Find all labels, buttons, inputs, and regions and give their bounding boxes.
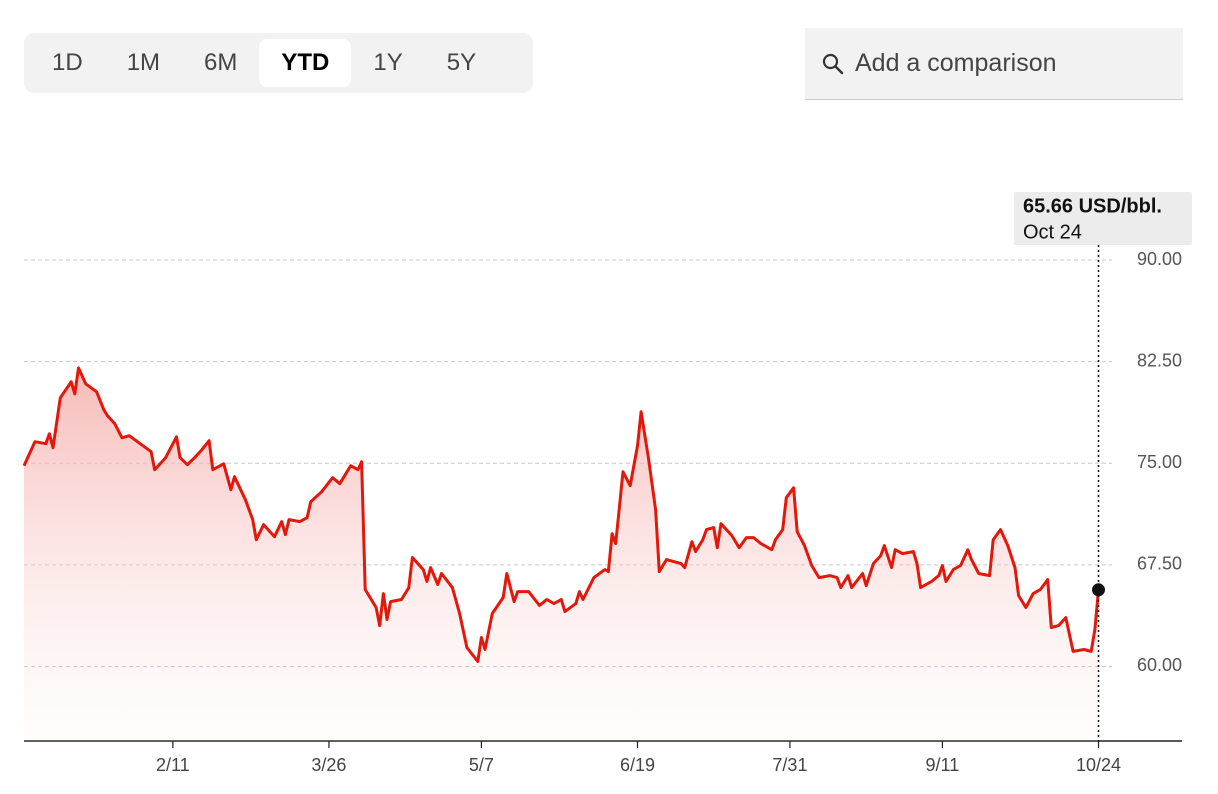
range-button[interactable]: 5Y xyxy=(446,49,477,76)
y-tick-label: 67.50 xyxy=(1137,554,1182,574)
range-button[interactable]: 1M xyxy=(126,49,161,76)
tooltip-box xyxy=(1014,192,1192,245)
search-placeholder: Add a comparison xyxy=(855,49,1057,77)
y-tick-label: 90.00 xyxy=(1137,249,1182,269)
x-tick-label: 10/24 xyxy=(1076,755,1121,775)
range-selector: 1D 1M 6M YTD 1Y 5Y xyxy=(24,33,533,93)
tooltip-date: Oct 24 xyxy=(1023,221,1082,243)
range-button[interactable]: 1D xyxy=(52,49,83,76)
x-tick-label: 7/31 xyxy=(772,755,807,775)
y-tick-label: 75.00 xyxy=(1137,452,1182,472)
area xyxy=(24,367,1099,741)
last-point xyxy=(1092,583,1106,597)
range-button[interactable]: YTD xyxy=(259,39,352,87)
x-tick-label: 6/19 xyxy=(620,755,655,775)
range-button[interactable]: 6M xyxy=(204,49,238,76)
range-button[interactable]: 1Y xyxy=(373,49,403,76)
price-line xyxy=(22,366,1100,663)
x-tick-label: 9/11 xyxy=(926,755,960,775)
y-tick-label: 82.50 xyxy=(1137,350,1182,370)
x-tick-label: 3/26 xyxy=(311,755,346,775)
x-tick-label: 5/7 xyxy=(469,755,494,775)
x-tick-label: 2/11 xyxy=(156,755,190,775)
y-tick-label: 60.00 xyxy=(1137,655,1182,675)
tooltip-value: 65.66 USD/bbl. xyxy=(1023,195,1162,217)
comparison-search[interactable]: Add a comparison xyxy=(805,28,1183,100)
search-icon xyxy=(822,53,844,74)
